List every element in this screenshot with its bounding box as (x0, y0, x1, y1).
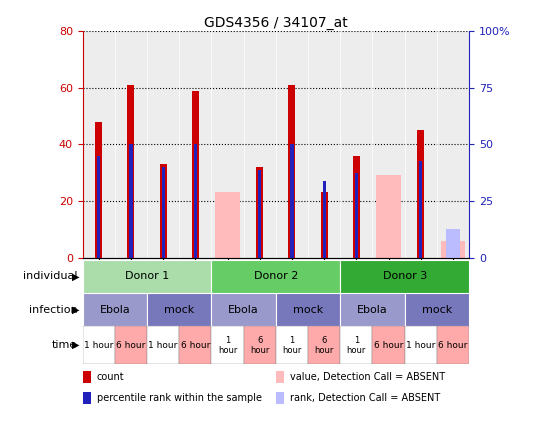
Bar (353, 156, 360, 258)
Bar (340, 260, 469, 293)
Bar (258, 170, 261, 258)
Text: 6
hour: 6 hour (250, 336, 269, 355)
Bar (212, 260, 340, 293)
Text: 1
hour: 1 hour (218, 336, 237, 355)
Text: Donor 1: Donor 1 (125, 271, 169, 281)
Bar (127, 85, 134, 258)
Text: 6 hour: 6 hour (116, 341, 146, 350)
Text: count: count (97, 373, 125, 382)
Text: rank, Detection Call = ABSENT: rank, Detection Call = ABSENT (290, 393, 440, 404)
Bar (322, 181, 326, 258)
Bar (276, 371, 284, 383)
Title: GDS4356 / 34107_at: GDS4356 / 34107_at (204, 16, 348, 30)
Bar (147, 31, 179, 258)
Bar (212, 326, 244, 364)
Text: individual: individual (23, 271, 77, 281)
Bar (340, 31, 373, 258)
Bar (288, 85, 295, 258)
Bar (244, 31, 276, 258)
Bar (147, 326, 179, 364)
Bar (441, 241, 465, 258)
Text: percentile rank within the sample: percentile rank within the sample (97, 393, 262, 404)
Bar (179, 31, 212, 258)
Bar (83, 260, 212, 293)
Bar (405, 31, 437, 258)
Bar (308, 326, 340, 364)
Text: value, Detection Call = ABSENT: value, Detection Call = ABSENT (290, 373, 445, 382)
Bar (115, 31, 147, 258)
Bar (276, 326, 308, 364)
Text: ▶: ▶ (72, 271, 80, 281)
Bar (340, 326, 373, 364)
Text: 6 hour: 6 hour (181, 341, 210, 350)
Text: mock: mock (422, 305, 452, 315)
Text: Ebola: Ebola (100, 305, 130, 315)
Bar (276, 392, 284, 404)
Text: 1 hour: 1 hour (406, 341, 435, 350)
Bar (405, 293, 469, 326)
Bar (215, 192, 240, 258)
Bar (340, 293, 405, 326)
Text: 1 hour: 1 hour (84, 341, 114, 350)
Text: 1 hour: 1 hour (148, 341, 178, 350)
Text: 1
hour: 1 hour (346, 336, 366, 355)
Bar (97, 156, 100, 258)
Bar (256, 167, 263, 258)
Text: mock: mock (164, 305, 195, 315)
Bar (320, 192, 328, 258)
Text: time: time (52, 340, 77, 350)
Bar (437, 31, 469, 258)
Bar (308, 31, 340, 258)
Bar (83, 326, 115, 364)
Text: infection: infection (29, 305, 77, 315)
Bar (419, 161, 422, 258)
Text: 6 hour: 6 hour (438, 341, 467, 350)
Bar (373, 31, 405, 258)
Bar (115, 326, 147, 364)
Text: 6
hour: 6 hour (314, 336, 334, 355)
Bar (417, 130, 424, 258)
Bar (130, 144, 133, 258)
Bar (95, 122, 102, 258)
Bar (83, 293, 147, 326)
Bar (161, 167, 165, 258)
Text: Ebola: Ebola (357, 305, 388, 315)
Bar (212, 31, 244, 258)
Bar (437, 326, 469, 364)
Bar (212, 293, 276, 326)
Text: Ebola: Ebola (228, 305, 259, 315)
Text: mock: mock (293, 305, 323, 315)
Text: ▶: ▶ (72, 340, 80, 350)
Bar (83, 31, 115, 258)
Text: Donor 2: Donor 2 (254, 271, 298, 281)
Text: 1
hour: 1 hour (282, 336, 302, 355)
Text: ▶: ▶ (72, 305, 80, 315)
Bar (192, 91, 199, 258)
Bar (159, 164, 167, 258)
Bar (290, 144, 294, 258)
Text: 6 hour: 6 hour (374, 341, 403, 350)
Bar (405, 326, 437, 364)
Bar (179, 326, 212, 364)
Bar (373, 326, 405, 364)
Bar (193, 144, 197, 258)
Bar (83, 371, 91, 383)
Bar (376, 175, 401, 258)
Bar (446, 229, 460, 258)
Bar (276, 31, 308, 258)
Bar (244, 326, 276, 364)
Text: Donor 3: Donor 3 (383, 271, 427, 281)
Bar (276, 293, 340, 326)
Bar (355, 173, 358, 258)
Bar (147, 293, 212, 326)
Bar (83, 392, 91, 404)
